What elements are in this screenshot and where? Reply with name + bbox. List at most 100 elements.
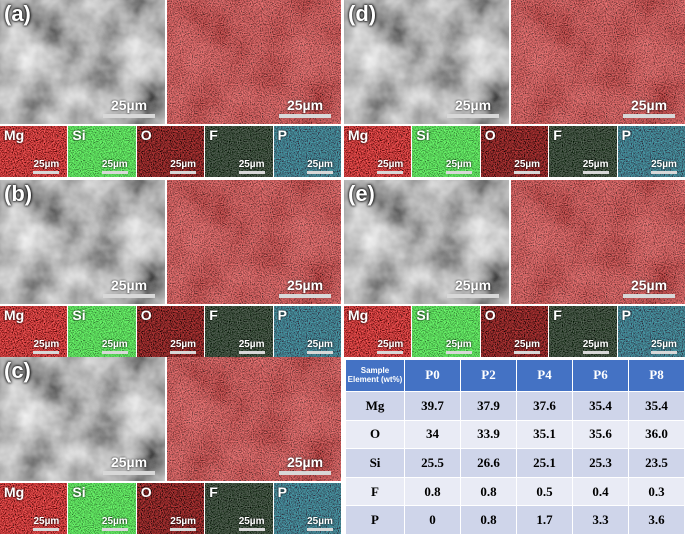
scale-bar: 25µm (275, 277, 335, 298)
table-row: Mg 39.7 37.9 37.6 35.4 35.4 (345, 390, 685, 421)
scale-bar: 25µm (29, 339, 63, 354)
table-row: F 0.8 0.8 0.5 0.4 0.3 (345, 476, 685, 507)
scale-bar: 25µm (235, 339, 269, 354)
panel-label: (c) (4, 358, 31, 383)
texture (136, 483, 205, 534)
scale-text: 25µm (630, 277, 668, 293)
scale-bar: 25µm (579, 159, 613, 174)
table-cell: 0.8 (460, 505, 517, 535)
texture (0, 180, 165, 304)
scale-bar: 25µm (303, 339, 337, 354)
scale-text: 25µm (307, 159, 333, 170)
scale-text: 25µm (101, 339, 128, 350)
micrograph (205, 306, 273, 357)
texture (205, 483, 273, 534)
texture (344, 180, 509, 304)
scale-line (306, 528, 333, 531)
panel: (a) 25µm 25µm Mg 25µm Si 25µm O 25µm F 25µm P 25µm (0, 0, 341, 177)
element-label: Si (72, 484, 86, 500)
panel-label: (d) (348, 1, 377, 26)
element-map: F 25µm (205, 483, 273, 534)
scale-text: 25µm (101, 516, 128, 527)
scale-line (33, 171, 60, 174)
scale-bar: 25µm (275, 97, 335, 118)
scale-bar: 25µm (166, 339, 200, 354)
scale-line (101, 351, 128, 354)
scale-text: 25µm (445, 339, 472, 350)
scale-bar: 25µm (647, 159, 681, 174)
element-map: F 25µm (549, 306, 617, 357)
element-label: O (140, 484, 152, 500)
scale-text: 25µm (238, 516, 265, 527)
scale-text: 25µm (286, 97, 324, 113)
texture (480, 306, 549, 357)
table-cell: 0 (404, 505, 461, 535)
table-cell: P (345, 505, 405, 535)
element-map: Si 25µm (68, 126, 136, 177)
texture (205, 126, 273, 177)
scale-line (514, 351, 541, 354)
scale-text: 25µm (101, 159, 128, 170)
micrograph (344, 180, 509, 304)
micrograph (617, 306, 685, 357)
scale-text: 25µm (33, 516, 60, 527)
header-cell: P8 (628, 359, 685, 392)
micrograph (136, 306, 205, 357)
scale-bar: 25µm (99, 277, 159, 298)
element-label: Si (72, 307, 86, 323)
table-cell: 0.4 (572, 476, 629, 507)
table-cell: F (345, 476, 405, 507)
element-map: Mg 25µm (0, 483, 68, 534)
texture (549, 126, 617, 177)
scale-text: 25µm (286, 277, 324, 293)
micrograph (480, 126, 549, 177)
scale-line (103, 471, 155, 475)
texture (0, 126, 68, 177)
element-map: Mg 25µm (0, 126, 68, 177)
scale-text: 25µm (110, 454, 148, 470)
micrograph (412, 126, 480, 177)
table-cell: Mg (345, 390, 405, 421)
element-map: Mg 25µm (344, 306, 412, 357)
element-label: Mg (4, 484, 25, 500)
micrograph (549, 126, 617, 177)
sem-image: (d) 25µm (344, 0, 509, 124)
header-cell: P4 (516, 359, 573, 392)
scale-text: 25µm (454, 97, 492, 113)
scale-line (238, 528, 265, 531)
scale-line (170, 351, 197, 354)
scale-line (170, 528, 197, 531)
texture (167, 180, 341, 304)
micrograph (68, 483, 136, 534)
micrograph (68, 126, 136, 177)
scale-line (582, 351, 609, 354)
scale-text: 25µm (170, 516, 197, 527)
scale-line (623, 294, 675, 298)
element-label: O (140, 307, 152, 323)
scale-bar: 25µm (235, 516, 269, 531)
composition-table: Sample Element (wt%) P0 P2 P4 P6 P8 Mg 39.7 37.9… (345, 359, 685, 535)
scale-line (306, 351, 333, 354)
scale-line (445, 171, 472, 174)
micrograph (412, 306, 480, 357)
element-map: Si 25µm (412, 126, 480, 177)
panel-label: (b) (4, 181, 33, 206)
scale-line (377, 171, 404, 174)
panel: (b) 25µm 25µm Mg 25µm Si 25µm O 25µm F 25µm P 25µm (0, 180, 341, 357)
micrograph (136, 126, 205, 177)
scale-text: 25µm (582, 339, 609, 350)
scale-text: 25µm (514, 159, 541, 170)
scale-bar: 25µm (303, 159, 337, 174)
texture (136, 306, 205, 357)
table-row: O 34 33.9 35.1 35.6 36.0 (345, 419, 685, 450)
scale-line (279, 294, 331, 298)
micrograph (205, 126, 273, 177)
element-map: F 25µm (205, 306, 273, 357)
scale-line (33, 528, 60, 531)
scale-bar: 25µm (303, 516, 337, 531)
texture (273, 483, 341, 534)
element-label: O (140, 127, 152, 143)
micrograph (511, 0, 685, 124)
texture (344, 0, 509, 124)
